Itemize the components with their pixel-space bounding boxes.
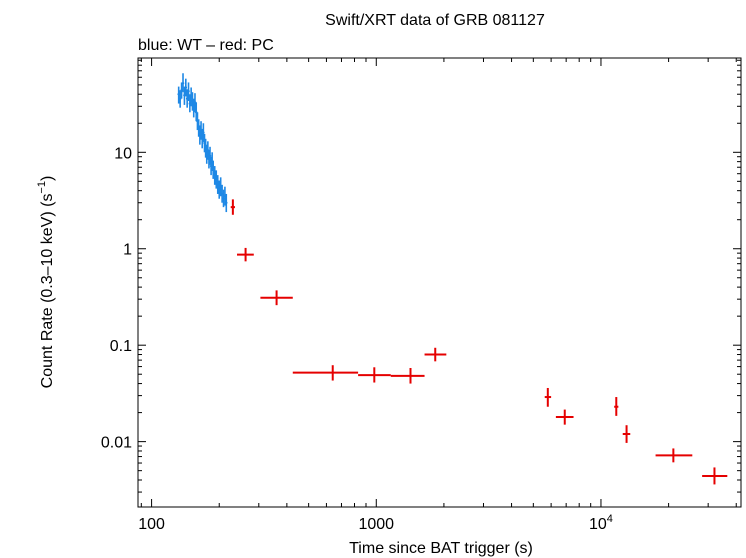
x-tick-label: 1000 (358, 516, 394, 533)
pc-series (230, 199, 728, 485)
x-axis-label: Time since BAT trigger (s) (349, 540, 533, 557)
x-tick-label: 104 (589, 513, 613, 533)
pc-point (230, 199, 235, 215)
pc-point (544, 387, 552, 407)
pc-point (237, 247, 254, 262)
wt-point (225, 193, 228, 213)
wt-point (187, 82, 190, 102)
y-tick-label: 0.01 (101, 435, 132, 452)
pc-point (614, 397, 619, 416)
pc-point (358, 367, 391, 383)
y-tick-label: 1 (123, 242, 132, 259)
wt-point (208, 146, 212, 165)
x-tick-label-base: 100 (138, 516, 165, 533)
pc-point (424, 347, 447, 362)
x-tick-label-base: 1000 (358, 516, 394, 533)
x-tick-label-base: 10 (589, 516, 607, 533)
wt-point (181, 73, 185, 93)
pc-point (555, 409, 574, 425)
axis-ticks (138, 58, 741, 507)
pc-point (622, 425, 631, 443)
y-axis-label-sup: −1 (36, 181, 48, 194)
pc-point (390, 368, 425, 384)
y-axis-label-close: ) (39, 176, 56, 181)
pc-point (702, 467, 728, 485)
chart-subtitle: blue: WT – red: PC (138, 37, 274, 54)
y-axis-label-main: Count Rate (0.3–10 keV) (s (39, 194, 56, 389)
y-tick-label: 10 (114, 145, 132, 162)
x-tick-label-exp: 4 (607, 513, 613, 525)
pc-point (260, 290, 293, 306)
y-tick-label: 0.1 (110, 338, 132, 355)
wt-series (177, 73, 228, 213)
plot-frame (137, 57, 742, 508)
x-tick-label: 100 (138, 516, 165, 533)
pc-point (655, 448, 693, 463)
wt-point (184, 78, 188, 97)
pc-point (292, 365, 359, 381)
y-axis-label: Count Rate (0.3–10 keV) (s−1) (36, 176, 56, 389)
chart-title: Swift/XRT data of GRB 081127 (325, 12, 545, 29)
wt-point (202, 123, 205, 142)
